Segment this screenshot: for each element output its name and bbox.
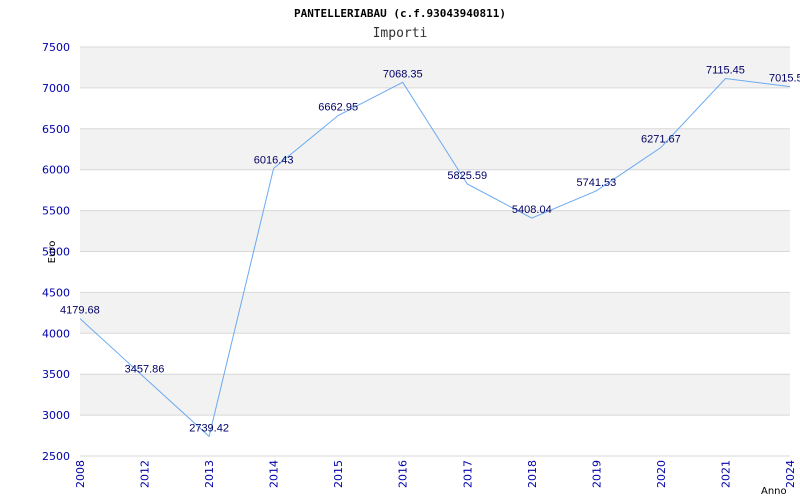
x-tick-label: 2017	[461, 460, 474, 488]
grid-band	[80, 210, 790, 252]
y-tick-label: 5000	[42, 246, 70, 259]
y-tick-label: 5500	[42, 205, 70, 218]
y-tick-label: 4000	[42, 327, 70, 340]
x-tick-label: 2016	[397, 460, 410, 488]
x-tick-label: 2012	[139, 460, 152, 488]
grid-band	[80, 128, 790, 170]
x-tick-label: 2020	[655, 460, 668, 488]
y-axis-label: Euro	[47, 241, 58, 264]
x-tick-label: 2013	[203, 460, 216, 488]
data-label: 6016.43	[254, 154, 294, 166]
x-tick-label: 2015	[332, 460, 345, 488]
data-label: 7068.35	[383, 68, 423, 80]
data-labels: 4179.68 3457.86 2739.42 6016.43 6662.95 7068.…	[60, 64, 800, 434]
data-label: 7115.45	[706, 64, 745, 76]
data-label: 5825.59	[447, 170, 487, 182]
y-tick-label: 4500	[42, 286, 70, 299]
x-tick-label: 2024	[784, 460, 797, 488]
data-label: 5408.04	[512, 204, 552, 216]
data-label: 6662.95	[318, 101, 358, 113]
grid-band	[80, 374, 790, 416]
x-axis-label: Anno	[761, 486, 787, 497]
data-label: 2739.42	[189, 422, 229, 434]
y-tick-label: 3000	[42, 409, 70, 422]
y-tick-label: 6500	[42, 123, 70, 136]
grid-band	[80, 415, 790, 456]
x-tick-label: 2008	[74, 460, 87, 488]
grid-band	[80, 333, 790, 375]
grid-band	[80, 47, 790, 88]
data-label: 7015.5	[769, 73, 800, 85]
x-tick-label: 2018	[526, 460, 539, 488]
x-tick-label: 2021	[719, 460, 732, 488]
y-tick-label: 6000	[42, 164, 70, 177]
data-label: 3457.86	[125, 364, 165, 376]
grid-band	[80, 169, 790, 211]
y-tick-label: 2500	[42, 450, 70, 463]
chart-title: PANTELLERIABAU (c.f.93043940811)	[294, 7, 506, 20]
y-tick-label: 7000	[42, 82, 70, 95]
data-label: 6271.67	[641, 133, 681, 145]
grid-band	[80, 87, 790, 129]
background-bands	[80, 47, 790, 456]
grid-band	[80, 292, 790, 334]
y-axis-ticks: 2500 3000 3500 4000 4500 5000 5500 6000 6500 7000…	[42, 41, 70, 463]
data-label: 5741.53	[576, 177, 616, 189]
y-tick-label: 7500	[42, 41, 70, 54]
data-label: 4179.68	[60, 305, 100, 317]
chart-subtitle: Importi	[373, 26, 428, 41]
x-axis-ticks: 2008 2012 2013 2014 2015 2016 2017 2018 2019 2020…	[74, 460, 797, 488]
x-tick-label: 2019	[590, 460, 603, 488]
gridlines	[80, 46, 790, 457]
series-line-importi	[79, 77, 791, 438]
grid-band	[80, 251, 790, 293]
x-tick-label: 2014	[268, 460, 281, 488]
y-tick-label: 3500	[42, 368, 70, 381]
